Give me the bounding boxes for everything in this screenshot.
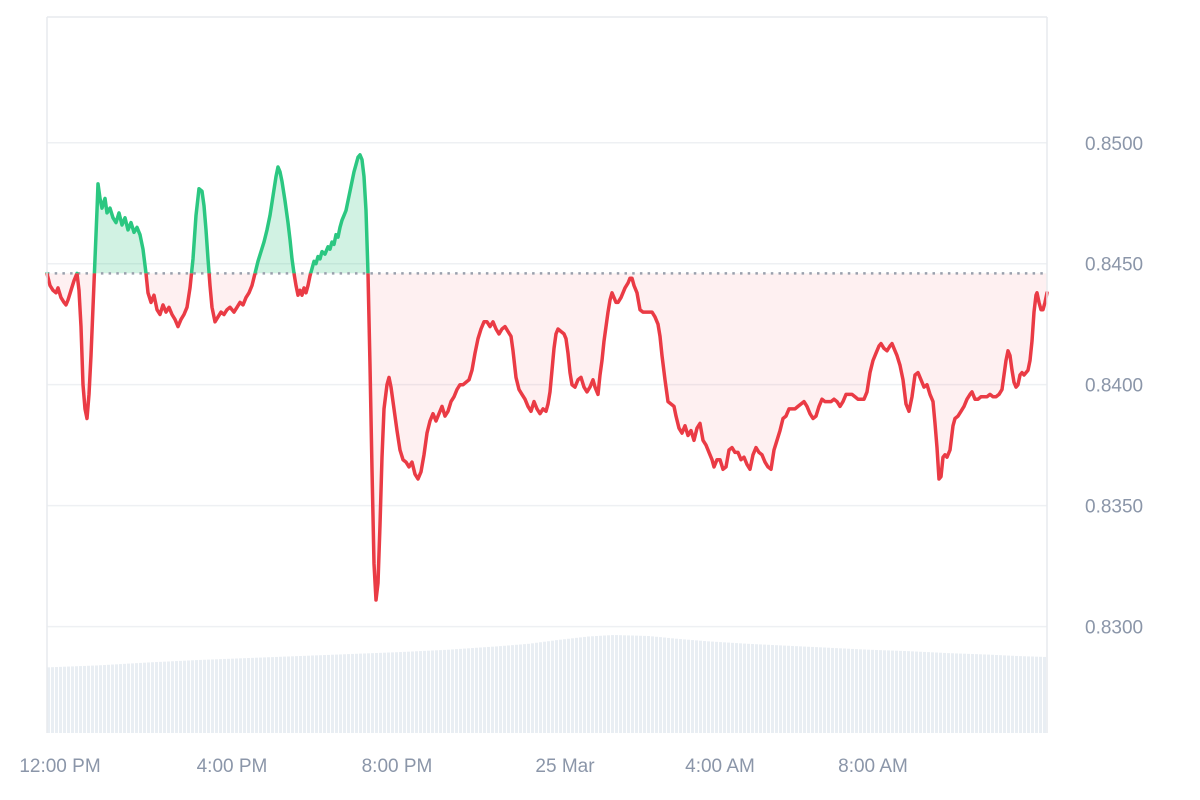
price-areas bbox=[47, 154, 1047, 600]
gridlines bbox=[47, 142, 1047, 628]
y-axis-label: 0.8450 bbox=[1085, 255, 1143, 276]
chart-hover-area[interactable] bbox=[47, 17, 1047, 733]
x-axis-label: 8:00 AM bbox=[838, 756, 908, 777]
x-axis-label: 12:00 PM bbox=[19, 756, 100, 777]
plot-borders bbox=[46, 16, 1048, 733]
x-axis-label: 25 Mar bbox=[535, 756, 595, 777]
y-axis-label: 0.8350 bbox=[1085, 497, 1143, 518]
y-axis-label: 0.8400 bbox=[1085, 376, 1143, 397]
volume-bars bbox=[47, 635, 1046, 733]
x-axis-label: 8:00 PM bbox=[362, 756, 433, 777]
x-axis-label: 4:00 AM bbox=[685, 756, 755, 777]
x-axis-label: 4:00 PM bbox=[197, 756, 268, 777]
x-axis-labels: 12:00 PM 4:00 PM 8:00 PM 25 Mar 4:00 AM 8:00 … bbox=[19, 756, 908, 777]
price-lines bbox=[45, 153, 1049, 602]
y-axis-label: 0.8500 bbox=[1085, 134, 1143, 155]
y-axis-label: 0.8300 bbox=[1085, 618, 1143, 639]
y-axis-labels: 0.8500 0.8450 0.8400 0.8350 0.8300 bbox=[1085, 134, 1143, 639]
